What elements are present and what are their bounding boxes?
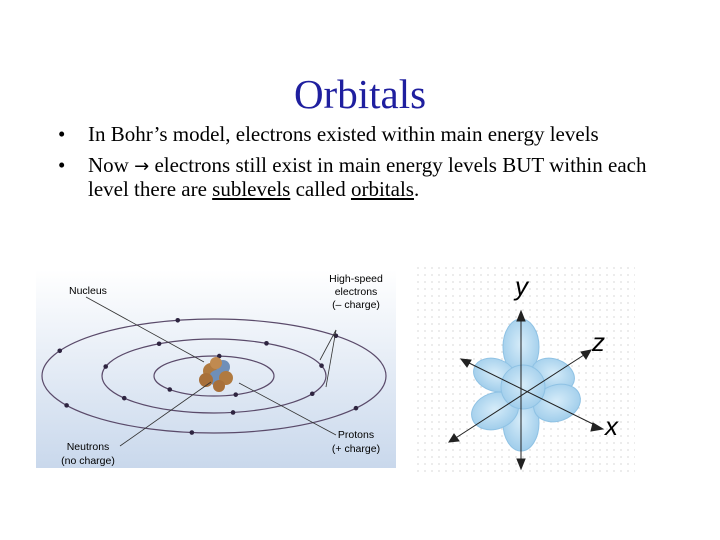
- electron-dot: [264, 341, 269, 346]
- x-axis-label: x: [603, 411, 619, 441]
- bullet-list: • In Bohr’s model, electrons existed wit…: [58, 123, 658, 209]
- electron-dot: [156, 341, 162, 347]
- bullet-text: called: [290, 177, 351, 201]
- neutrons-label: (no charge): [61, 455, 115, 467]
- bullet-item: • Now → electrons still exist in main en…: [58, 152, 658, 201]
- arrow-icon: →: [134, 155, 150, 177]
- electron-dot: [233, 392, 239, 397]
- electrons-label: High-speed: [329, 273, 383, 285]
- electron-dot: [319, 363, 324, 368]
- bullet-dot: •: [58, 122, 66, 146]
- electron-dot: [216, 353, 222, 359]
- electron-dot: [64, 403, 69, 408]
- electron-dot: [57, 348, 63, 354]
- protons-label: (+ charge): [332, 443, 380, 455]
- y-axis-label: y: [513, 271, 530, 301]
- d-orbital-image: y z x: [415, 265, 635, 475]
- orbit-outer: [41, 318, 387, 434]
- electron-dot: [189, 430, 195, 435]
- slide-title: Orbitals: [293, 71, 427, 117]
- orbit-inner: [153, 355, 275, 397]
- electron-dot: [175, 317, 181, 323]
- underlined-term: orbitals: [350, 177, 414, 201]
- bohr-atom-image: Nucleus High-speed electrons (– charge) …: [36, 270, 396, 468]
- bullet-text: In Bohr’s model, electrons existed withi…: [88, 122, 599, 146]
- bullet-text: electrons still exist in main energy lev…: [88, 152, 647, 201]
- z-axis-label: z: [591, 327, 605, 357]
- electrons-label: electrons: [335, 286, 378, 298]
- electron-dot: [167, 387, 173, 392]
- electron-dot: [103, 364, 109, 369]
- underlined-term: sublevels: [212, 177, 291, 201]
- nucleus-label: Nucleus: [69, 285, 107, 297]
- electron-dot: [121, 395, 127, 401]
- bullet-text: .: [413, 177, 420, 201]
- nucleus-icon: [199, 357, 233, 392]
- electron-dot: [230, 410, 236, 415]
- electron-dot: [309, 391, 315, 397]
- bullet-item: • In Bohr’s model, electrons existed wit…: [58, 123, 658, 146]
- protons-label: Protons: [338, 429, 374, 441]
- bullet-text: Now: [88, 152, 135, 177]
- bullet-dot: •: [58, 152, 66, 177]
- electron-dot: [353, 405, 359, 411]
- orbit-middle: [101, 338, 327, 414]
- neutrons-label: Neutrons: [67, 441, 110, 453]
- electron-dot: [333, 333, 339, 339]
- electrons-label: (– charge): [332, 299, 380, 311]
